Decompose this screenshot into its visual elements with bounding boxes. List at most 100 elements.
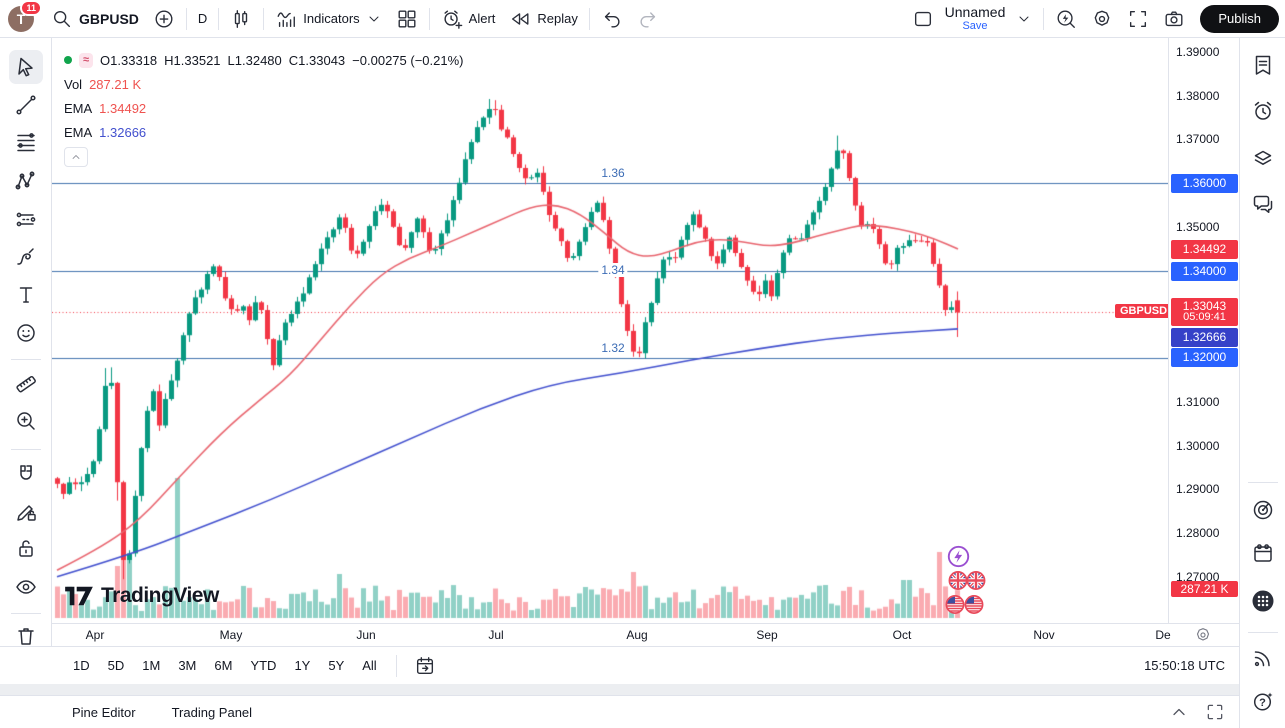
sidebar-apps-grid-button[interactable] xyxy=(1246,584,1280,618)
range-5y-button[interactable]: 5Y xyxy=(319,654,353,677)
sidebar-object-tree-button[interactable] xyxy=(1246,141,1280,175)
tool-zoom-in-button[interactable] xyxy=(9,404,43,438)
ema-slow-legend-row[interactable]: EMA 1.32666 xyxy=(64,120,463,144)
gear-icon xyxy=(1091,8,1113,30)
time-tick: Sep xyxy=(756,628,778,642)
zoom-in-icon xyxy=(14,409,38,433)
sidebar-chats-button[interactable] xyxy=(1246,187,1280,221)
sidebar-watchlist-button[interactable] xyxy=(1246,48,1280,82)
undo-button[interactable] xyxy=(594,4,630,34)
time-axis[interactable]: Apr May Jun Jul Aug Sep Oct Nov De xyxy=(52,623,1239,646)
tool-xabcd-pattern-button[interactable] xyxy=(9,164,43,198)
calendar-icon xyxy=(1251,541,1275,565)
legend-collapse-button[interactable] xyxy=(64,147,88,167)
range-all-button[interactable]: All xyxy=(353,654,385,677)
symbol-search-button[interactable]: GBPUSD xyxy=(44,4,146,34)
add-symbol-button[interactable] xyxy=(146,4,182,34)
symbol-legend-row[interactable]: ≈ O1.33318 H1.33521 L1.32480 C1.33043 −0… xyxy=(64,48,463,72)
range-3m-button[interactable]: 3M xyxy=(169,654,205,677)
price-tick: 1.30000 xyxy=(1176,438,1220,453)
tool-drawing-mode-button[interactable] xyxy=(9,495,43,529)
tool-text-button[interactable] xyxy=(9,278,43,312)
symbol-name: GBPUSD xyxy=(79,10,139,27)
horizontal-line-label[interactable]: 1.32 xyxy=(601,341,625,355)
price-axis[interactable]: 1.39000 1.38000 1.37000 1.35000 1.31000 1.300… xyxy=(1168,38,1239,623)
lock-drawings-icon xyxy=(14,537,38,561)
sidebar-help-button[interactable]: ? xyxy=(1246,684,1280,718)
range-5d-button[interactable]: 5D xyxy=(99,654,134,677)
tool-brush-button[interactable] xyxy=(9,240,43,274)
clock[interactable]: 15:50:18 UTC xyxy=(1144,658,1225,673)
chevron-down-icon[interactable] xyxy=(366,11,382,27)
tool-lock-drawings-button[interactable] xyxy=(9,532,43,566)
tool-emoji-button[interactable] xyxy=(9,316,43,350)
quick-search-button[interactable] xyxy=(1048,4,1084,34)
axis-settings-gear-icon[interactable] xyxy=(1194,626,1212,644)
snapshot-button[interactable] xyxy=(1156,4,1192,34)
replay-button[interactable]: Replay xyxy=(502,4,584,34)
expand-panel-icon[interactable] xyxy=(1169,702,1189,722)
tab-trading-panel[interactable]: Trading Panel xyxy=(171,704,253,720)
text-icon xyxy=(14,283,38,307)
layout-select-button[interactable] xyxy=(905,4,941,34)
tool-hide-drawings-button[interactable] xyxy=(9,570,43,604)
price-tick: 1.27000 xyxy=(1176,569,1220,584)
user-avatar[interactable]: T 11 xyxy=(8,0,42,32)
last-price-symbol-tag: GBPUSD xyxy=(1115,304,1173,319)
indicators-button[interactable]: Indicators xyxy=(268,4,388,34)
price-chart-canvas[interactable] xyxy=(52,38,1168,623)
sidebar-streams-button[interactable] xyxy=(1246,641,1280,675)
layout-menu-button[interactable] xyxy=(1009,4,1039,34)
chart-pane[interactable]: ≈ O1.33318 H1.33521 L1.32480 C1.33043 −0… xyxy=(52,38,1239,623)
tool-magnet-button[interactable] xyxy=(9,457,43,491)
fullscreen-button[interactable] xyxy=(1120,4,1156,34)
publish-button[interactable]: Publish xyxy=(1200,4,1279,33)
ema-fast-legend-row[interactable]: EMA 1.34492 xyxy=(64,96,463,120)
sidebar-radar-button[interactable] xyxy=(1246,493,1280,527)
indicator-templates-button[interactable] xyxy=(389,4,425,34)
sidebar-calendar-button[interactable] xyxy=(1246,536,1280,570)
tradingview-logo-icon xyxy=(65,586,93,606)
maximize-panel-icon[interactable] xyxy=(1205,702,1225,722)
range-6m-button[interactable]: 6M xyxy=(205,654,241,677)
panel-gap xyxy=(0,684,1239,695)
layout-name-block[interactable]: Unnamed Save xyxy=(941,4,1010,33)
save-link[interactable]: Save xyxy=(962,20,988,33)
fib-retracement-icon xyxy=(14,131,38,155)
tool-projection-button[interactable] xyxy=(9,203,43,237)
price-axis-badge: 1.32666 xyxy=(1171,328,1238,347)
event-usd-flags-icon[interactable] xyxy=(944,594,988,620)
chats-icon xyxy=(1251,192,1275,216)
horizontal-line-label[interactable]: 1.34 xyxy=(598,262,628,277)
time-tick: Apr xyxy=(85,628,105,642)
event-gbp-flags-icon[interactable] xyxy=(948,570,988,596)
tool-fib-retracement-button[interactable] xyxy=(9,126,43,160)
price-tick: 1.35000 xyxy=(1176,219,1220,234)
chart-style-button[interactable] xyxy=(223,4,259,34)
horizontal-line-label[interactable]: 1.36 xyxy=(601,166,625,180)
interval-button[interactable]: D xyxy=(191,4,214,34)
indicators-label: Indicators xyxy=(303,11,360,26)
tab-pine-editor[interactable]: Pine Editor xyxy=(72,704,136,720)
settings-button[interactable] xyxy=(1084,4,1120,34)
tool-ruler-button[interactable] xyxy=(9,367,43,401)
redo-button[interactable] xyxy=(630,4,666,34)
goto-date-button[interactable] xyxy=(407,651,443,681)
ema-fast-value: 1.34492 xyxy=(99,100,147,116)
range-1y-button[interactable]: 1Y xyxy=(285,654,319,677)
tool-trend-line-button[interactable] xyxy=(9,88,43,122)
sidebar-alerts-clock-button[interactable] xyxy=(1246,94,1280,128)
price-tick: 1.38000 xyxy=(1176,88,1220,103)
alert-button[interactable]: Alert xyxy=(434,4,503,34)
tool-remove-drawings-button[interactable] xyxy=(9,619,43,653)
ohlc-change: −0.00275 (−0.21%) xyxy=(352,52,464,68)
volume-legend-row[interactable]: Vol 287.21 K xyxy=(64,72,463,96)
range-1d-button[interactable]: 1D xyxy=(64,654,99,677)
indicators-icon xyxy=(275,8,297,30)
range-ytd-button[interactable]: YTD xyxy=(241,654,285,677)
range-1m-button[interactable]: 1M xyxy=(133,654,169,677)
event-lightning-icon[interactable] xyxy=(947,545,970,573)
quick-search-icon xyxy=(1055,8,1077,30)
layout-rect-icon xyxy=(912,8,934,30)
tool-cursor-button[interactable] xyxy=(9,50,43,84)
